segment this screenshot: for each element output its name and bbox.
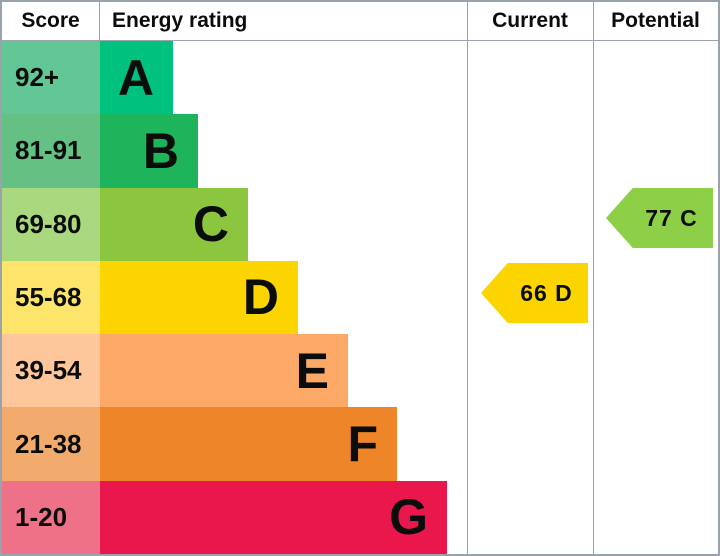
- band-row-d: 55-68 D: [2, 260, 718, 335]
- band-row-g: 1-20 G: [2, 480, 718, 554]
- rating-bar-f: F: [100, 407, 397, 481]
- potential-column-divider: [593, 2, 594, 554]
- band-row-b: 81-91 B: [2, 114, 718, 188]
- rating-bar-b: B: [100, 114, 198, 188]
- score-range-c: 69-80: [2, 187, 100, 261]
- band-row-f: 21-38 F: [2, 407, 718, 481]
- header-row: Score Energy rating Current Potential: [2, 2, 718, 41]
- score-range-g: 1-20: [2, 480, 100, 554]
- score-range-b: 81-91: [2, 114, 100, 188]
- current-rating-arrow: 66 D: [481, 263, 588, 323]
- score-range-e: 39-54: [2, 334, 100, 408]
- rating-bar-a: A: [100, 41, 173, 115]
- header-potential: Potential: [611, 9, 700, 32]
- current-rating-label: 66 D: [520, 279, 573, 306]
- score-range-f: 21-38: [2, 407, 100, 481]
- rating-bar-d: D: [100, 260, 298, 335]
- band-row-c: 69-80 C: [2, 187, 718, 261]
- rating-bar-c: C: [100, 187, 248, 261]
- header-current: Current: [492, 9, 568, 32]
- band-row-a: 92+ A: [2, 41, 718, 115]
- score-range-d: 55-68: [2, 260, 100, 335]
- score-range-a: 92+: [2, 41, 100, 115]
- potential-rating-label: 77 C: [645, 204, 698, 231]
- rating-bar-g: G: [100, 480, 447, 554]
- current-column-divider: [467, 2, 468, 554]
- header-energy-rating: Energy rating: [112, 9, 248, 32]
- rating-bar-e: E: [100, 334, 348, 408]
- header-score: Score: [2, 2, 100, 40]
- band-row-e: 39-54 E: [2, 334, 718, 408]
- band-rows: 92+ A 81-91 B 69-80 C 55-68 D 39-54 E 21-38 F 1-20 G: [2, 41, 718, 554]
